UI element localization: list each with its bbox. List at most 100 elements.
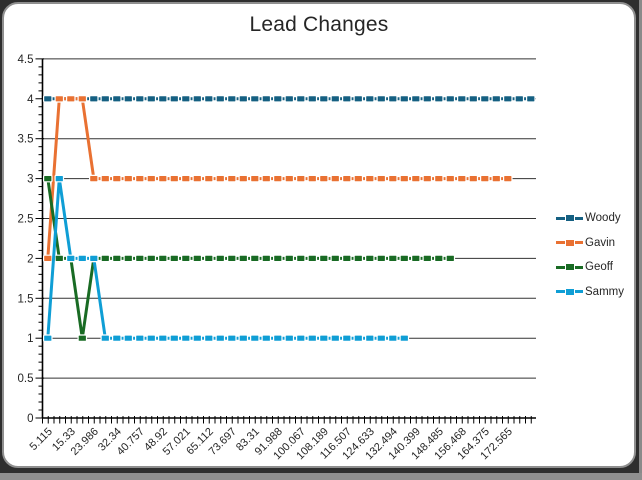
y-tick-label: 1 — [27, 333, 33, 345]
marker — [227, 334, 237, 343]
marker — [111, 254, 122, 263]
marker — [100, 174, 111, 183]
marker — [54, 94, 65, 103]
gridlines — [42, 58, 536, 379]
marker — [204, 334, 214, 343]
marker — [42, 174, 53, 183]
marker — [365, 94, 375, 103]
marker — [365, 174, 375, 183]
marker — [215, 94, 226, 103]
legend-label: Sammy — [585, 285, 624, 298]
marker — [158, 174, 168, 183]
y-axis-ticks — [35, 58, 44, 419]
legend-item-gavin[interactable]: Gavin — [556, 236, 624, 250]
marker — [399, 94, 410, 103]
marker — [42, 334, 53, 343]
marker — [353, 94, 364, 103]
series-geoff — [42, 174, 456, 343]
marker — [77, 254, 88, 263]
marker — [146, 254, 157, 263]
marker — [135, 334, 145, 343]
marker — [376, 334, 387, 343]
woody-line-marker-swatch — [556, 211, 583, 225]
marker — [342, 94, 352, 103]
marker — [525, 94, 536, 103]
marker — [330, 94, 341, 103]
marker — [192, 94, 203, 103]
marker — [342, 334, 352, 343]
marker — [399, 254, 410, 263]
marker — [88, 174, 99, 183]
marker — [65, 94, 76, 103]
marker — [169, 94, 180, 103]
marker — [330, 174, 341, 183]
marker — [123, 94, 134, 103]
y-axis-labels: 0 0.5 1 1.5 2 2.5 3 3.5 4 4.5 — [18, 54, 35, 425]
legend-item-geoff[interactable]: Geoff — [556, 260, 624, 274]
legend-label: Gavin — [585, 236, 616, 249]
marker — [376, 254, 387, 263]
marker — [42, 94, 53, 103]
marker — [319, 94, 329, 103]
x-tick-label: 5.115 — [28, 426, 55, 453]
marker — [181, 254, 191, 263]
chart-title: Lead Changes — [249, 13, 389, 36]
marker — [376, 174, 387, 183]
marker — [261, 174, 272, 183]
marker — [146, 334, 157, 343]
marker — [100, 254, 111, 263]
marker — [480, 94, 490, 103]
marker — [42, 254, 53, 263]
marker — [88, 254, 99, 263]
marker — [445, 254, 456, 263]
y-tick-label: 0 — [27, 413, 33, 425]
marker — [158, 334, 168, 343]
chart-plot-area: 0 0.5 1 1.5 2 2.5 3 3.5 4 4.5 5.11515.3323.98632.3… — [18, 54, 536, 462]
marker — [434, 174, 444, 183]
marker — [468, 174, 479, 183]
y-tick-label: 2 — [27, 253, 33, 265]
marker — [146, 174, 157, 183]
marker — [204, 94, 214, 103]
legend: Woody Gavin Geoff Sammy — [556, 211, 624, 309]
marker — [250, 94, 260, 103]
x-axis-ticks — [42, 416, 532, 424]
marker — [307, 174, 318, 183]
marker — [261, 94, 272, 103]
marker — [307, 334, 318, 343]
y-tick-label: 2.5 — [18, 214, 34, 226]
marker — [319, 334, 329, 343]
marker — [319, 254, 329, 263]
marker — [111, 174, 122, 183]
marker — [158, 94, 168, 103]
marker — [296, 94, 306, 103]
marker — [399, 334, 410, 343]
y-tick-label: 1.5 — [18, 293, 34, 305]
gavin-line-marker-swatch — [556, 236, 583, 250]
marker — [284, 334, 295, 343]
marker — [273, 334, 283, 343]
marker — [238, 334, 249, 343]
marker — [238, 254, 249, 263]
sammy-line-marker-swatch — [556, 285, 583, 299]
marker — [284, 254, 295, 263]
screen-edge-bottom — [0, 473, 642, 480]
marker — [330, 334, 341, 343]
marker — [238, 94, 249, 103]
marker — [365, 334, 375, 343]
legend-item-sammy[interactable]: Sammy — [556, 285, 624, 299]
marker — [296, 334, 306, 343]
marker — [399, 174, 410, 183]
marker — [445, 94, 456, 103]
marker — [307, 254, 318, 263]
legend-item-woody[interactable]: Woody — [556, 211, 624, 225]
marker — [503, 174, 513, 183]
marker — [65, 254, 76, 263]
marker — [54, 254, 65, 263]
marker — [365, 254, 375, 263]
marker — [169, 334, 180, 343]
marker — [169, 174, 180, 183]
marker — [319, 174, 329, 183]
marker — [158, 254, 168, 263]
marker — [192, 334, 203, 343]
